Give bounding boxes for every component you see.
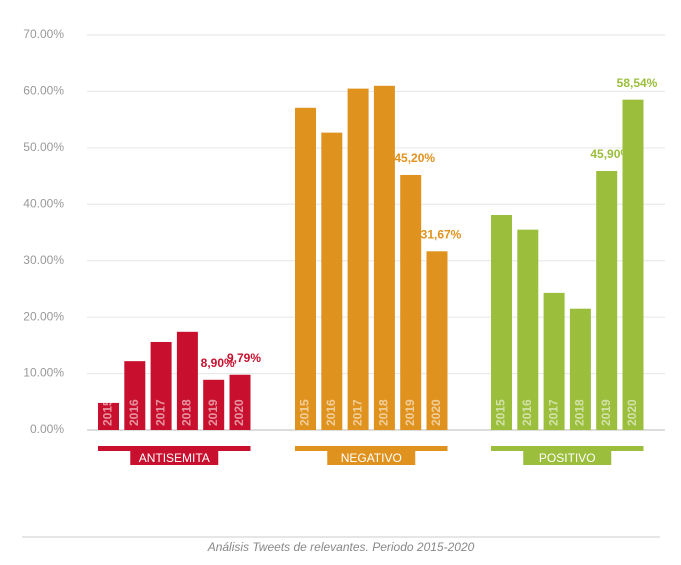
- x-tick-label: 2020: [232, 399, 246, 426]
- bar: [373, 85, 395, 431]
- value-label: 45,20%: [394, 151, 435, 165]
- bar: [321, 132, 343, 430]
- bar: [596, 170, 618, 430]
- x-tick-label: 2019: [403, 399, 417, 426]
- x-tick-label: 2015: [298, 399, 312, 426]
- x-tick-label: 2018: [377, 399, 391, 426]
- group-label-box: [523, 451, 612, 465]
- x-tick-label: 2020: [625, 399, 639, 426]
- x-tick-label: 2020: [429, 399, 443, 426]
- group-rule: [295, 446, 448, 451]
- bar: [150, 341, 172, 430]
- x-tick-label: 2017: [350, 399, 364, 426]
- bar: [124, 361, 146, 430]
- value-label: 31,67%: [421, 227, 462, 241]
- bar: [203, 379, 225, 430]
- y-tick-label: 30.00%: [23, 253, 64, 267]
- x-tick-label: 2019: [206, 399, 220, 426]
- value-label: 8,90%: [201, 356, 235, 370]
- legend-label: NEGATIVO: [341, 451, 402, 465]
- x-tick-label: 2016: [127, 399, 141, 426]
- y-tick-label: 0.00%: [30, 422, 64, 436]
- bar: [491, 215, 512, 430]
- x-tick-label: 2019: [599, 399, 613, 426]
- y-tick-label: 10.00%: [23, 366, 64, 380]
- bar: [229, 374, 251, 430]
- caption: Análisis Tweets de relevantes. Periodo 2…: [207, 540, 475, 554]
- bar: [543, 292, 565, 430]
- y-tick-label: 40.00%: [23, 196, 64, 210]
- x-tick-label: 2018: [573, 399, 587, 426]
- bar: [569, 308, 591, 430]
- bar: [295, 107, 316, 431]
- x-tick-label: 2016: [324, 399, 338, 426]
- y-tick-label: 60.00%: [23, 84, 64, 98]
- bar: [622, 99, 644, 430]
- x-tick-label: 2015: [494, 399, 508, 426]
- x-tick-label: 2017: [153, 399, 167, 426]
- group-label-box: [130, 451, 219, 465]
- bar: [347, 88, 369, 430]
- value-label: 9,79%: [227, 351, 261, 365]
- bar: [426, 251, 448, 430]
- bar: [517, 229, 539, 430]
- x-tick-label: 2017: [546, 399, 560, 426]
- group-rule: [491, 446, 644, 451]
- y-tick-label: 70.00%: [23, 27, 64, 41]
- legend-label: ANTISEMITA: [139, 451, 210, 465]
- bar: [98, 402, 119, 430]
- group-label-box: [327, 451, 416, 465]
- bar: [176, 331, 198, 430]
- value-label: 45,90%: [590, 147, 631, 161]
- y-tick-label: 50.00%: [23, 140, 64, 154]
- bar: [400, 174, 422, 430]
- group-rule: [98, 446, 251, 451]
- x-tick-label: 2018: [180, 399, 194, 426]
- y-tick-label: 20.00%: [23, 309, 64, 323]
- x-tick-label: 2016: [520, 399, 534, 426]
- legend-label: POSITIVO: [539, 451, 596, 465]
- x-tick-label: 2015: [101, 399, 115, 426]
- value-label: 58,54%: [617, 76, 658, 90]
